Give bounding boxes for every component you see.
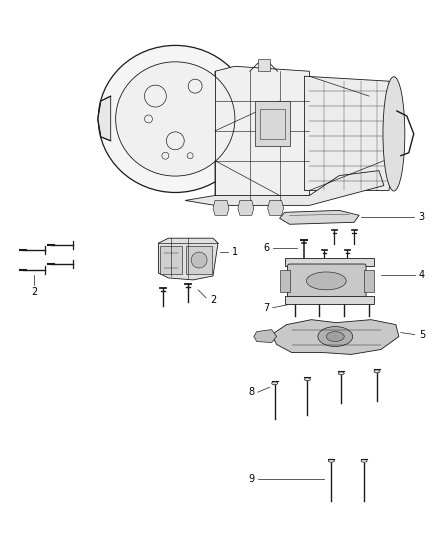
Bar: [260, 109, 285, 139]
Polygon shape: [304, 76, 399, 190]
Polygon shape: [268, 200, 283, 215]
Polygon shape: [98, 96, 111, 141]
Bar: [364, 270, 374, 292]
Text: 4: 4: [419, 270, 425, 280]
Polygon shape: [215, 66, 309, 200]
Ellipse shape: [272, 382, 278, 385]
Bar: [285, 296, 374, 304]
Polygon shape: [272, 320, 399, 354]
Ellipse shape: [304, 378, 311, 381]
Ellipse shape: [116, 62, 235, 176]
Polygon shape: [213, 200, 229, 215]
Polygon shape: [254, 329, 277, 343]
Text: 1: 1: [232, 247, 238, 257]
Polygon shape: [279, 211, 359, 224]
Ellipse shape: [318, 327, 353, 346]
Ellipse shape: [383, 77, 405, 191]
Polygon shape: [185, 171, 384, 205]
Bar: [258, 59, 270, 71]
Text: 2: 2: [210, 295, 216, 305]
Text: 3: 3: [419, 212, 425, 222]
Text: 6: 6: [264, 243, 270, 253]
FancyBboxPatch shape: [288, 264, 366, 298]
Bar: [160, 246, 182, 274]
Bar: [279, 270, 290, 292]
Text: 8: 8: [249, 387, 255, 397]
Text: 2: 2: [31, 287, 37, 297]
Polygon shape: [238, 200, 254, 215]
Bar: [255, 101, 290, 146]
Text: 5: 5: [419, 329, 425, 340]
Text: 9: 9: [249, 474, 255, 483]
Ellipse shape: [98, 45, 252, 192]
Bar: [186, 246, 212, 274]
Ellipse shape: [361, 459, 367, 462]
Ellipse shape: [328, 459, 334, 462]
Ellipse shape: [191, 252, 207, 268]
Bar: [285, 258, 374, 266]
Ellipse shape: [307, 272, 346, 290]
Ellipse shape: [338, 372, 344, 375]
Polygon shape: [159, 238, 218, 280]
Ellipse shape: [326, 332, 344, 342]
Text: 7: 7: [263, 303, 270, 313]
Ellipse shape: [374, 370, 380, 373]
